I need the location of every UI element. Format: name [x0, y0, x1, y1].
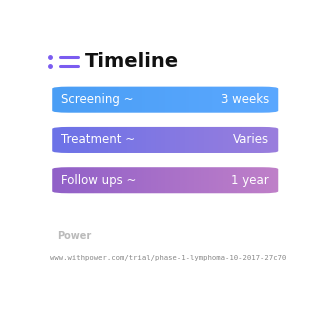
Text: Timeline: Timeline — [85, 52, 179, 71]
Text: www.withpower.com/trial/phase-1-lymphoma-10-2017-27c70: www.withpower.com/trial/phase-1-lymphoma… — [50, 255, 286, 261]
Text: Power: Power — [57, 231, 92, 241]
